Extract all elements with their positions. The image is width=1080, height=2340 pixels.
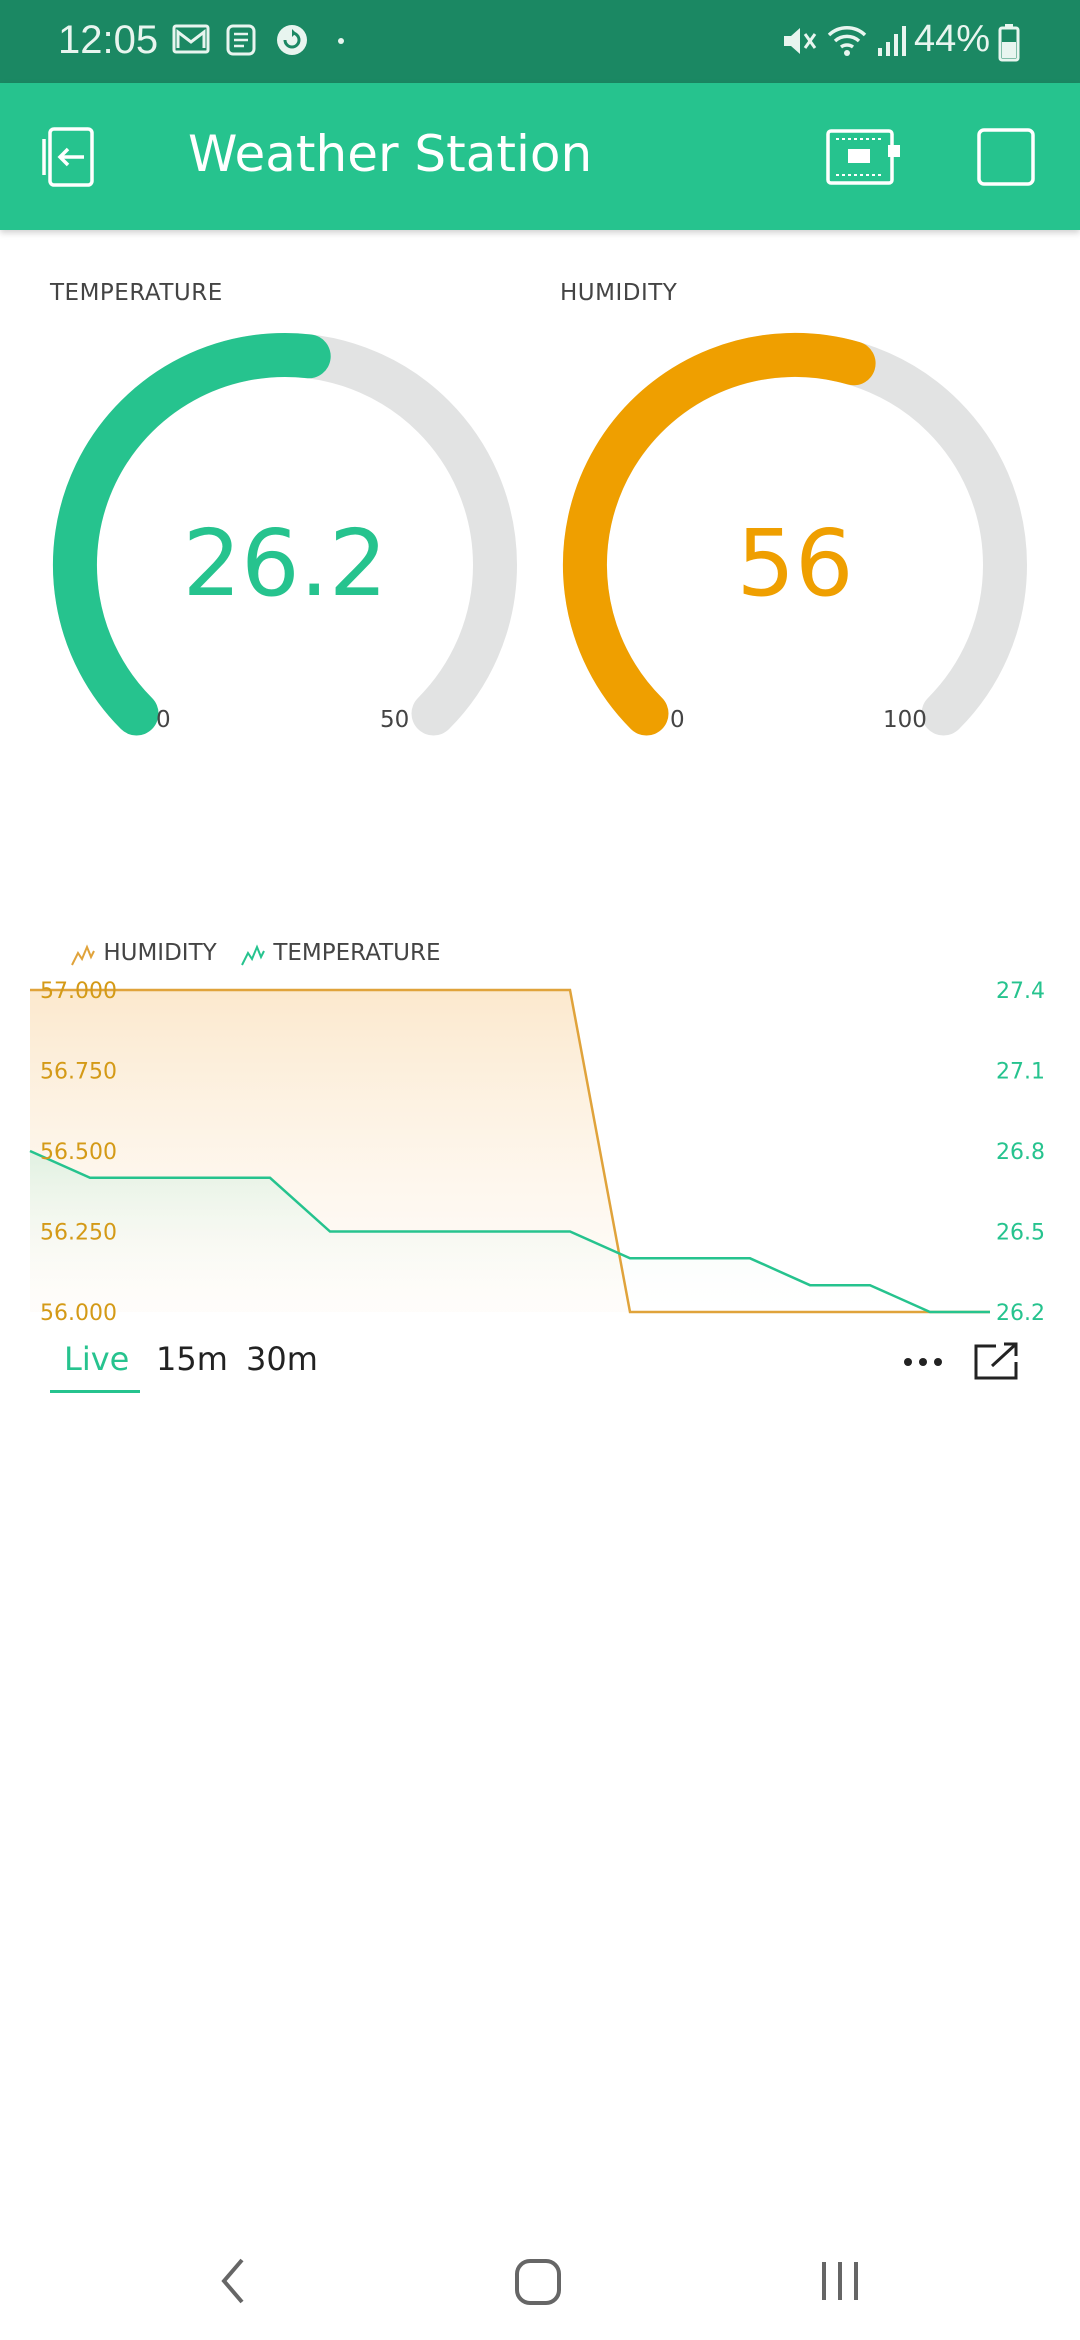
notes-icon — [226, 24, 256, 56]
humidity-value: 56 — [736, 510, 854, 617]
humidity-gauge-fill — [562, 332, 876, 736]
left-axis-tick: 56.000 — [40, 1301, 117, 1326]
export-icon[interactable] — [972, 1340, 1022, 1382]
navigation-bar — [0, 2220, 1080, 2340]
legend-temperature[interactable]: TEMPERATURE — [240, 940, 441, 967]
humidity-series-icon — [71, 943, 95, 965]
temperature-min: 0 — [156, 707, 171, 733]
temperature-max: 50 — [380, 707, 410, 733]
right-axis-tick: 27.1 — [996, 1060, 1045, 1085]
battery-percent: 44% — [913, 18, 990, 60]
right-axis-tick: 27.4 — [996, 979, 1045, 1004]
temperature-label: TEMPERATURE — [50, 280, 223, 306]
tab-15m[interactable]: 15m — [156, 1340, 228, 1378]
tab-30m[interactable]: 30m — [246, 1340, 318, 1378]
legend-humidity[interactable]: HUMIDITY — [70, 940, 217, 967]
sync-icon — [277, 25, 307, 55]
gmail-icon — [172, 24, 210, 54]
temperature-gauge-fill — [52, 332, 331, 736]
series-line-humidity — [30, 988, 990, 1314]
wifi-icon — [827, 26, 867, 56]
left-axis-tick: 57.000 — [40, 979, 117, 1004]
mute-icon — [784, 28, 817, 54]
recents-icon[interactable] — [816, 2256, 864, 2306]
left-axis-tick: 56.750 — [40, 1060, 117, 1085]
battery-icon — [998, 24, 1020, 62]
temperature-value: 26.2 — [182, 510, 388, 617]
sensor-chart[interactable]: 57.000 56.750 56.500 56.250 56.000 27.4 27.1 26… — [0, 920, 1080, 1340]
left-axis-tick: 56.250 — [40, 1221, 117, 1246]
left-axis-tick: 56.500 — [40, 1140, 117, 1165]
humidity-min: 0 — [670, 707, 685, 733]
temperature-gauge — [52, 332, 517, 736]
exit-icon[interactable] — [40, 125, 108, 189]
home-icon[interactable] — [512, 2256, 564, 2308]
tab-live[interactable]: Live — [64, 1340, 130, 1378]
device-icon[interactable] — [826, 129, 902, 185]
tab-live-indicator — [50, 1390, 140, 1393]
app-title: Weather Station — [188, 125, 593, 183]
humidity-label: HUMIDITY — [560, 280, 678, 306]
series-line-temperature — [29, 1149, 990, 1314]
right-axis-tick: 26.5 — [996, 1221, 1045, 1246]
dot-icon — [338, 38, 344, 44]
status-time: 12:05 — [58, 18, 159, 62]
square-icon[interactable] — [976, 127, 1036, 187]
humidity-gauge — [562, 332, 1027, 736]
signal-icon — [878, 26, 906, 56]
legend-humidity-label: HUMIDITY — [103, 940, 217, 966]
right-axis-tick: 26.2 — [996, 1301, 1045, 1326]
app-bar: Weather Station — [0, 83, 1080, 230]
right-axis-tick: 26.8 — [996, 1140, 1045, 1165]
back-icon[interactable] — [214, 2256, 254, 2306]
legend-temperature-label: TEMPERATURE — [273, 940, 441, 966]
more-icon[interactable] — [900, 1352, 946, 1372]
status-bar: 12:05 44% — [0, 0, 1080, 83]
humidity-max: 100 — [883, 707, 927, 733]
temperature-series-icon — [241, 943, 265, 965]
